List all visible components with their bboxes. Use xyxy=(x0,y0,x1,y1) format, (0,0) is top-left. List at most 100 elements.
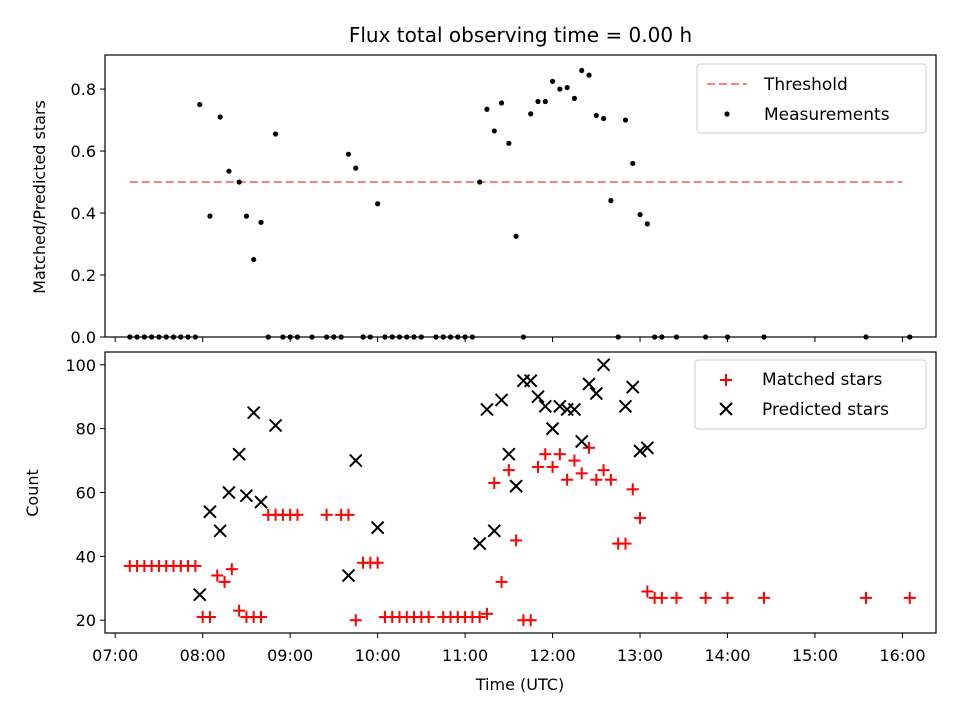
matched-legend-label: Matched stars xyxy=(762,370,882,390)
predicted-star-point xyxy=(494,393,509,407)
matched-star-point xyxy=(546,460,559,473)
predicted-star-point xyxy=(618,399,633,413)
predicted-star-point xyxy=(640,441,655,455)
predicted-star-point-b xyxy=(487,524,501,538)
predicted-star-point-b xyxy=(494,393,509,407)
predicted-star-point-b xyxy=(633,444,647,458)
matched-star-point xyxy=(553,448,566,461)
measurement-point xyxy=(353,165,359,171)
measurement-point xyxy=(513,233,519,239)
matched-star-point xyxy=(757,591,770,604)
predicted-star-point xyxy=(502,447,516,461)
measurement-point xyxy=(477,179,483,185)
predicted-star-point-b xyxy=(254,495,268,509)
predicted-star-point-b xyxy=(222,485,236,500)
matched-star-point xyxy=(590,473,603,486)
measurement-point xyxy=(243,213,250,219)
matched-star-point xyxy=(634,512,647,525)
predicted-star-point-b xyxy=(618,399,633,413)
bottom-x-tick-label: 07:00 xyxy=(92,646,138,665)
measurement-point xyxy=(542,98,548,105)
predicted-star-point xyxy=(213,524,227,538)
matched-star-point xyxy=(583,441,596,454)
matched-star-point xyxy=(488,476,501,489)
top-legend: Threshold Measurements xyxy=(696,63,927,134)
matched-star-point xyxy=(371,556,384,569)
x-axis-label: Time (UTC) xyxy=(475,675,564,694)
top-y-tick-label: 0.0 xyxy=(71,328,96,347)
predicted-star-point xyxy=(487,524,501,538)
matched-star-point xyxy=(561,473,574,486)
matched-star-point xyxy=(320,508,333,521)
predicted-star-point xyxy=(254,495,268,509)
matched-star-point xyxy=(619,537,632,550)
predicted-star-point-b xyxy=(567,402,582,417)
measurement-point xyxy=(207,213,213,219)
measurement-point xyxy=(498,100,505,106)
predicted-star-point xyxy=(370,520,385,535)
predicted-star-point-b xyxy=(341,568,356,583)
predicted-star-point xyxy=(626,380,640,394)
measurement-point xyxy=(630,160,636,167)
measurement-point xyxy=(593,112,599,119)
measurement-point xyxy=(258,219,264,225)
measurement-point xyxy=(528,111,534,117)
predicted-star-point xyxy=(239,488,254,503)
measurement-point xyxy=(601,115,607,122)
bottom-plot-area: 20 40 60 80 100 07:00 08:00 09:00 10:00 11:00 12:0… xyxy=(65,351,937,665)
predicted-star-point-b xyxy=(203,504,217,519)
predicted-star-point xyxy=(589,386,604,401)
matched-star-point xyxy=(670,591,683,604)
matched-star-point xyxy=(531,460,544,473)
matched-star-point xyxy=(568,454,581,467)
bottom-legend: Matched stars Predicted stars xyxy=(694,359,927,430)
matched-star-point xyxy=(480,607,493,620)
matched-star-point xyxy=(349,614,362,627)
matched-star-point xyxy=(342,508,355,521)
bottom-x-tick-label: 15:00 xyxy=(792,646,838,665)
predicted-star-point-b xyxy=(246,405,261,420)
predicted-star-point xyxy=(545,421,560,436)
measurements-legend-swatch xyxy=(724,111,730,117)
bottom-legend-frame xyxy=(694,359,927,430)
matched-star-point xyxy=(502,464,515,477)
top-y-tick-label: 0.4 xyxy=(71,204,96,223)
predicted-star-point xyxy=(246,405,261,420)
matched-star-point xyxy=(641,585,654,598)
predicted-star-point-b xyxy=(626,380,640,394)
matched-star-point xyxy=(597,464,610,477)
matched-star-point xyxy=(473,611,486,624)
predicted-star-point-b xyxy=(509,479,523,493)
bottom-x-tick-label: 08:00 xyxy=(180,646,226,665)
predicted-star-point-b xyxy=(213,524,227,538)
predicted-star-point-b xyxy=(553,399,567,413)
predicted-legend-label: Predicted stars xyxy=(762,400,889,420)
predicted-legend-swatch xyxy=(719,402,733,416)
measurement-point xyxy=(197,101,203,108)
measurement-point xyxy=(571,95,578,101)
predicted-star-point-b xyxy=(575,434,589,449)
bottom-x-tick-label: 11:00 xyxy=(442,646,488,665)
matched-star-point xyxy=(218,575,231,588)
predicted-star-point xyxy=(480,402,494,417)
matched-star-point xyxy=(721,591,734,604)
predicted-star-point xyxy=(341,568,356,583)
measurement-point xyxy=(272,131,279,137)
measurements-legend-label: Measurements xyxy=(764,105,890,125)
predicted-star-point xyxy=(349,453,363,468)
threshold-legend-label: Threshold xyxy=(763,75,848,95)
top-y-tick-label: 0.6 xyxy=(71,142,96,161)
matched-star-point xyxy=(211,569,224,582)
matched-star-point xyxy=(225,563,238,576)
measurement-point xyxy=(217,114,223,120)
predicted-star-point xyxy=(232,447,246,461)
matched-legend-swatch xyxy=(720,374,732,386)
predicted-star-point-b xyxy=(370,520,385,535)
predicted-star-point-b xyxy=(480,402,494,417)
measurement-point xyxy=(535,98,541,105)
measurement-point xyxy=(586,72,592,78)
predicted-star-point xyxy=(553,399,567,413)
predicted-star-point-b xyxy=(538,399,552,413)
bottom-x-tick-label: 14:00 xyxy=(704,646,750,665)
